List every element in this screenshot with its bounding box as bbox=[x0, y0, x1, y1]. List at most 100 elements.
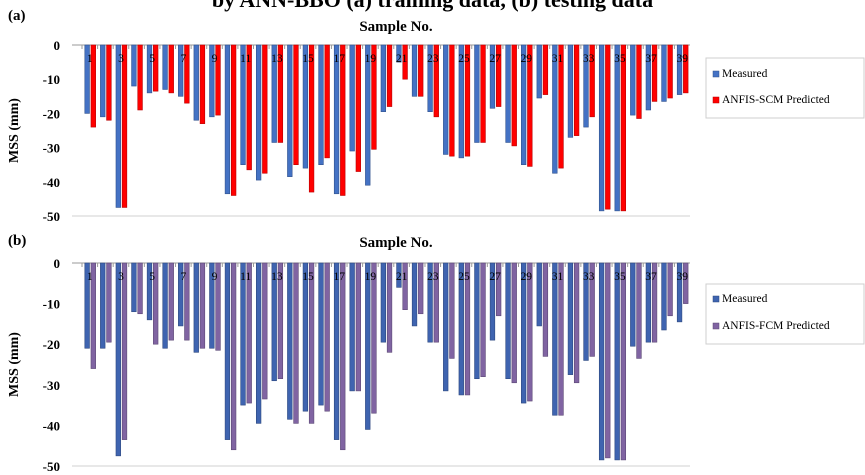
bar-measured-38 bbox=[661, 44, 667, 102]
bar-predicted-31 bbox=[558, 262, 564, 416]
x-tick-label: 13 bbox=[271, 271, 283, 283]
x-tick-label: 21 bbox=[396, 271, 408, 283]
y-axis-title: MSS (mm) bbox=[7, 332, 22, 397]
bar-predicted-33 bbox=[589, 44, 595, 118]
bar-measured-35 bbox=[614, 44, 620, 212]
bar-measured-3 bbox=[115, 44, 121, 208]
bar-measured-10 bbox=[224, 44, 231, 195]
bar-measured-28 bbox=[505, 44, 511, 143]
bar-measured-34 bbox=[598, 262, 605, 461]
bar-predicted-11 bbox=[246, 262, 252, 404]
x-tick-label: 39 bbox=[676, 53, 688, 65]
bar-predicted-5 bbox=[153, 44, 159, 92]
bar-measured-2 bbox=[100, 44, 106, 118]
x-tick-label: 19 bbox=[365, 53, 377, 65]
bar-measured-8 bbox=[193, 262, 199, 353]
y-tick-label: 0 bbox=[54, 38, 61, 53]
bar-predicted-7 bbox=[184, 262, 190, 341]
y-tick-label: -40 bbox=[43, 175, 60, 190]
bar-measured-12 bbox=[255, 44, 262, 181]
x-tick-label: 31 bbox=[552, 53, 564, 65]
bar-predicted-28 bbox=[511, 44, 517, 147]
legend-label: ANFIS-FCM Predicted bbox=[722, 320, 830, 332]
bar-measured-7 bbox=[178, 44, 184, 97]
x-tick-label: 25 bbox=[458, 271, 470, 283]
x-tick-label: 29 bbox=[521, 271, 533, 283]
bar-predicted-19 bbox=[371, 44, 377, 150]
bar-measured-29 bbox=[521, 262, 527, 404]
panel-label: (b) bbox=[8, 233, 26, 249]
bar-measured-17 bbox=[333, 262, 340, 440]
bar-predicted-9 bbox=[215, 262, 221, 351]
bar-measured-27 bbox=[489, 44, 496, 109]
x-tick-label: 23 bbox=[427, 271, 439, 283]
bar-predicted-17 bbox=[340, 262, 346, 451]
bar-measured-21 bbox=[396, 44, 402, 63]
bar-predicted-10 bbox=[230, 44, 237, 196]
chart-panel-a: (a)Sample No.MSS (mm)0-10-20-30-40-501 3 5… bbox=[7, 8, 865, 224]
bar-predicted-24 bbox=[449, 44, 455, 157]
bar-measured-32 bbox=[567, 262, 574, 375]
bar-measured-1 bbox=[84, 44, 90, 114]
x-tick-label: 39 bbox=[676, 271, 688, 283]
bar-measured-9 bbox=[209, 262, 215, 349]
bar-predicted-5 bbox=[153, 262, 159, 345]
x-tick-label: 27 bbox=[489, 53, 501, 65]
bar-predicted-1 bbox=[90, 44, 96, 128]
bar-measured-29 bbox=[521, 44, 527, 165]
x-tick-label: 37 bbox=[645, 53, 657, 65]
bar-measured-22 bbox=[411, 262, 418, 327]
bar-predicted-7 bbox=[184, 44, 190, 104]
bar-measured-6 bbox=[162, 262, 168, 349]
bar-predicted-27 bbox=[496, 262, 502, 317]
legend-box bbox=[705, 283, 865, 345]
bar-predicted-2 bbox=[106, 44, 112, 121]
legend-swatch bbox=[712, 70, 720, 78]
x-tick-label: 7 bbox=[180, 271, 186, 283]
bar-predicted-39 bbox=[683, 44, 689, 94]
bar-predicted-10 bbox=[230, 262, 237, 451]
bar-predicted-12 bbox=[262, 262, 268, 400]
x-tick-label: 19 bbox=[365, 271, 377, 283]
bar-measured-30 bbox=[536, 44, 542, 99]
bar-measured-33 bbox=[583, 262, 589, 361]
bar-measured-20 bbox=[380, 262, 386, 343]
bar-predicted-17 bbox=[340, 44, 346, 196]
x-tick-label: 5 bbox=[149, 271, 155, 283]
bar-predicted-30 bbox=[542, 44, 549, 95]
legend: Measured ANFIS-SCM Predicted bbox=[705, 57, 865, 119]
bar-predicted-12 bbox=[262, 44, 268, 174]
bar-measured-12 bbox=[255, 262, 262, 424]
bar-measured-31 bbox=[552, 44, 558, 174]
x-tick-label: 21 bbox=[396, 53, 408, 65]
bar-measured-10 bbox=[224, 262, 231, 440]
bar-measured-25 bbox=[458, 44, 464, 159]
bar-measured-26 bbox=[474, 44, 480, 143]
y-tick-label: -10 bbox=[43, 72, 60, 87]
y-tick-label: -50 bbox=[43, 209, 60, 224]
bar-measured-36 bbox=[630, 262, 636, 347]
bar-predicted-19 bbox=[371, 262, 377, 414]
bar-predicted-25 bbox=[464, 44, 471, 157]
bar-measured-5 bbox=[146, 262, 153, 321]
bar-measured-4 bbox=[131, 44, 137, 87]
bar-measured-36 bbox=[630, 44, 636, 116]
bar-predicted-21 bbox=[402, 262, 408, 310]
y-tick-label: -20 bbox=[43, 337, 60, 352]
bar-predicted-22 bbox=[418, 44, 424, 97]
x-tick-label: 17 bbox=[333, 53, 345, 65]
bar-predicted-14 bbox=[293, 44, 299, 165]
bar-measured-5 bbox=[146, 44, 153, 94]
bar-predicted-4 bbox=[137, 262, 143, 315]
bar-measured-13 bbox=[271, 262, 277, 382]
bar-predicted-8 bbox=[199, 262, 206, 349]
bar-predicted-23 bbox=[433, 44, 439, 118]
bar-measured-13 bbox=[271, 44, 277, 143]
x-tick-label: 11 bbox=[240, 53, 251, 65]
bar-predicted-20 bbox=[386, 44, 393, 107]
bar-measured-31 bbox=[552, 262, 558, 416]
bar-predicted-29 bbox=[527, 44, 533, 167]
bar-predicted-32 bbox=[573, 262, 580, 384]
bar-measured-3 bbox=[115, 262, 121, 457]
